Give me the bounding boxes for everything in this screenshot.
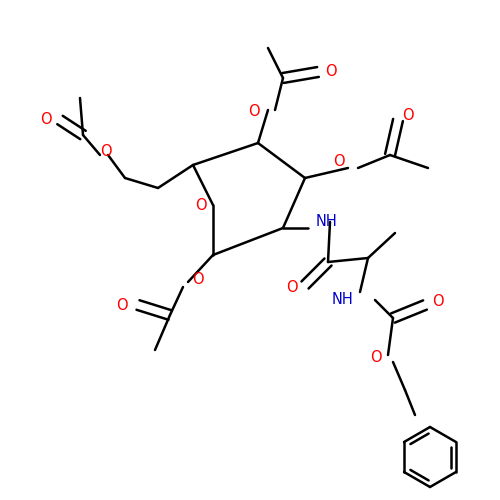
Text: NH: NH (331, 292, 353, 308)
Text: O: O (248, 104, 260, 118)
Text: O: O (40, 112, 52, 128)
Text: O: O (116, 298, 128, 312)
Text: O: O (370, 350, 382, 366)
Text: O: O (432, 294, 444, 310)
Text: O: O (402, 108, 413, 122)
Text: O: O (192, 272, 203, 287)
Text: O: O (286, 280, 298, 294)
Text: O: O (325, 64, 336, 80)
Text: O: O (196, 198, 207, 212)
Text: NH: NH (316, 214, 338, 230)
Text: O: O (100, 144, 112, 160)
Text: O: O (334, 154, 345, 170)
